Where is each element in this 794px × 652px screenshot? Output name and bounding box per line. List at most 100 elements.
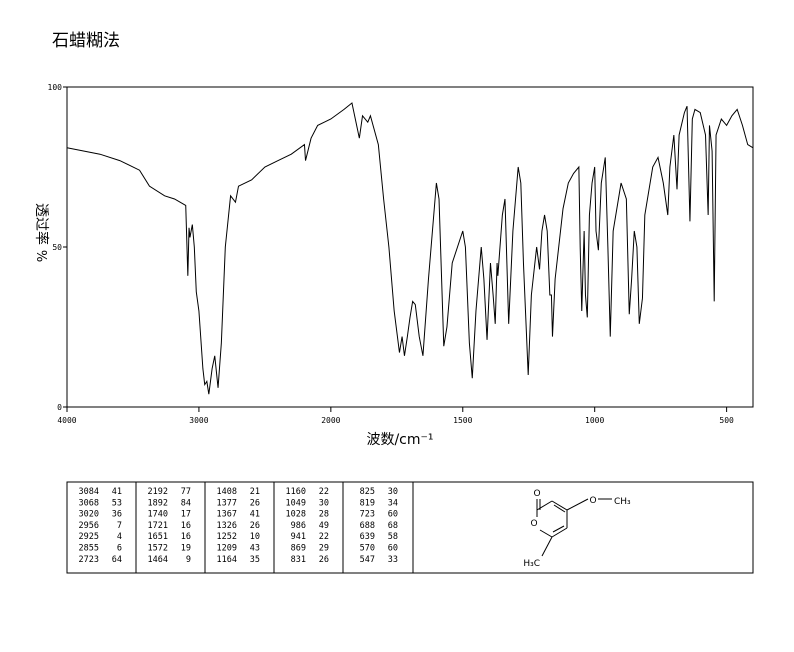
bond — [552, 525, 565, 533]
peak-wavenumber: 819 — [360, 498, 375, 508]
peak-wavenumber: 869 — [291, 544, 306, 554]
peak-wavenumber: 1572 — [148, 544, 168, 554]
peak-wavenumber: 2192 — [148, 487, 168, 497]
peak-transmittance: 77 — [181, 487, 191, 497]
peak-transmittance: 84 — [181, 498, 191, 508]
bond — [551, 500, 568, 511]
peak-wavenumber: 1464 — [148, 555, 168, 565]
y-axis-unit: % — [33, 250, 48, 262]
peak-transmittance: 30 — [319, 498, 329, 508]
peak-wavenumber: 723 — [360, 510, 375, 520]
peak-transmittance: 17 — [181, 510, 191, 520]
x-tick-label: 4000 — [57, 416, 76, 425]
peak-transmittance: 10 — [250, 532, 260, 542]
peak-transmittance: 34 — [388, 498, 398, 508]
peak-wavenumber: 639 — [360, 532, 375, 542]
spectrum-line — [66, 102, 754, 395]
x-tick-label: 1000 — [585, 416, 604, 425]
peak-wavenumber: 941 — [291, 532, 306, 542]
peak-transmittance: 49 — [319, 521, 329, 531]
peak-wavenumber: 2925 — [79, 532, 99, 542]
bond — [566, 498, 589, 511]
peak-transmittance: 16 — [181, 532, 191, 542]
peak-wavenumber: 1028 — [286, 510, 306, 520]
peak-transmittance: 22 — [319, 532, 329, 542]
peak-transmittance: 26 — [250, 521, 260, 531]
peak-wavenumber: 1651 — [148, 532, 168, 542]
x-tick-label: 3000 — [189, 416, 208, 425]
bond — [541, 536, 553, 557]
peak-wavenumber: 1326 — [217, 521, 237, 531]
peak-wavenumber: 2855 — [79, 544, 99, 554]
peak-transmittance: 6 — [117, 544, 122, 554]
peak-wavenumber: 2956 — [79, 521, 99, 531]
peak-transmittance: 19 — [181, 544, 191, 554]
bond — [551, 527, 568, 538]
atom-label: O — [533, 489, 540, 499]
peak-wavenumber: 1721 — [148, 521, 168, 531]
peak-transmittance: 22 — [319, 487, 329, 497]
bond — [539, 529, 553, 538]
peak-transmittance: 58 — [388, 532, 398, 542]
atom-label: CH₃ — [614, 497, 631, 507]
peak-transmittance: 33 — [388, 555, 398, 565]
atom-label: O — [530, 519, 537, 529]
peak-transmittance: 28 — [319, 510, 329, 520]
peak-wavenumber: 547 — [360, 555, 375, 565]
peak-transmittance: 35 — [250, 555, 260, 565]
peak-wavenumber: 1252 — [217, 532, 237, 542]
peak-wavenumber: 986 — [291, 521, 306, 531]
structure — [536, 498, 612, 557]
x-tick-label: 2000 — [321, 416, 340, 425]
atom-label: H₃C — [523, 559, 540, 569]
peak-transmittance: 9 — [186, 555, 191, 565]
peak-transmittance: 60 — [388, 544, 398, 554]
peak-transmittance: 30 — [388, 487, 398, 497]
bond — [536, 500, 553, 511]
peak-transmittance: 29 — [319, 544, 329, 554]
table-frame — [66, 481, 754, 574]
peak-wavenumber: 688 — [360, 521, 375, 531]
peak-transmittance: 21 — [250, 487, 260, 497]
peak-wavenumber: 3020 — [79, 510, 99, 520]
x-tick-label: 500 — [719, 416, 734, 425]
peak-wavenumber: 831 — [291, 555, 306, 565]
peak-transmittance: 53 — [112, 498, 122, 508]
peak-wavenumber: 1740 — [148, 510, 168, 520]
x-axis-label: 波数/cm⁻¹ — [366, 432, 433, 448]
peak-transmittance: 64 — [112, 555, 122, 565]
y-tick-label: 50 — [52, 243, 62, 252]
peak-transmittance: 26 — [250, 498, 260, 508]
peak-transmittance: 60 — [388, 510, 398, 520]
peak-wavenumber: 1377 — [217, 498, 237, 508]
bond — [553, 504, 566, 513]
peak-transmittance: 41 — [112, 487, 122, 497]
peak-wavenumber: 1164 — [217, 555, 237, 565]
peak-wavenumber: 825 — [360, 487, 375, 497]
atom-label: O — [589, 496, 596, 506]
y-tick-label: 100 — [48, 83, 63, 92]
x-tick-label: 1500 — [453, 416, 472, 425]
peak-wavenumber: 1892 — [148, 498, 168, 508]
peak-transmittance: 26 — [319, 555, 329, 565]
peak-wavenumber: 3084 — [79, 487, 99, 497]
peak-transmittance: 16 — [181, 521, 191, 531]
peak-wavenumber: 1160 — [286, 487, 306, 497]
peak-wavenumber: 570 — [360, 544, 375, 554]
peak-wavenumber: 1408 — [217, 487, 237, 497]
peak-transmittance: 68 — [388, 521, 398, 531]
y-tick-label: 0 — [57, 403, 62, 412]
peak-wavenumber: 1209 — [217, 544, 237, 554]
chart-title: 石蜡糊法 — [52, 31, 120, 51]
peak-transmittance: 7 — [117, 521, 122, 531]
peak-transmittance: 4 — [117, 532, 122, 542]
peak-transmittance: 43 — [250, 544, 260, 554]
y-axis-label: 透过率 — [33, 203, 50, 245]
peak-wavenumber: 2723 — [79, 555, 99, 565]
peak-transmittance: 36 — [112, 510, 122, 520]
peak-wavenumber: 1049 — [286, 498, 306, 508]
peak-wavenumber: 3068 — [79, 498, 99, 508]
plot-frame — [66, 86, 754, 408]
